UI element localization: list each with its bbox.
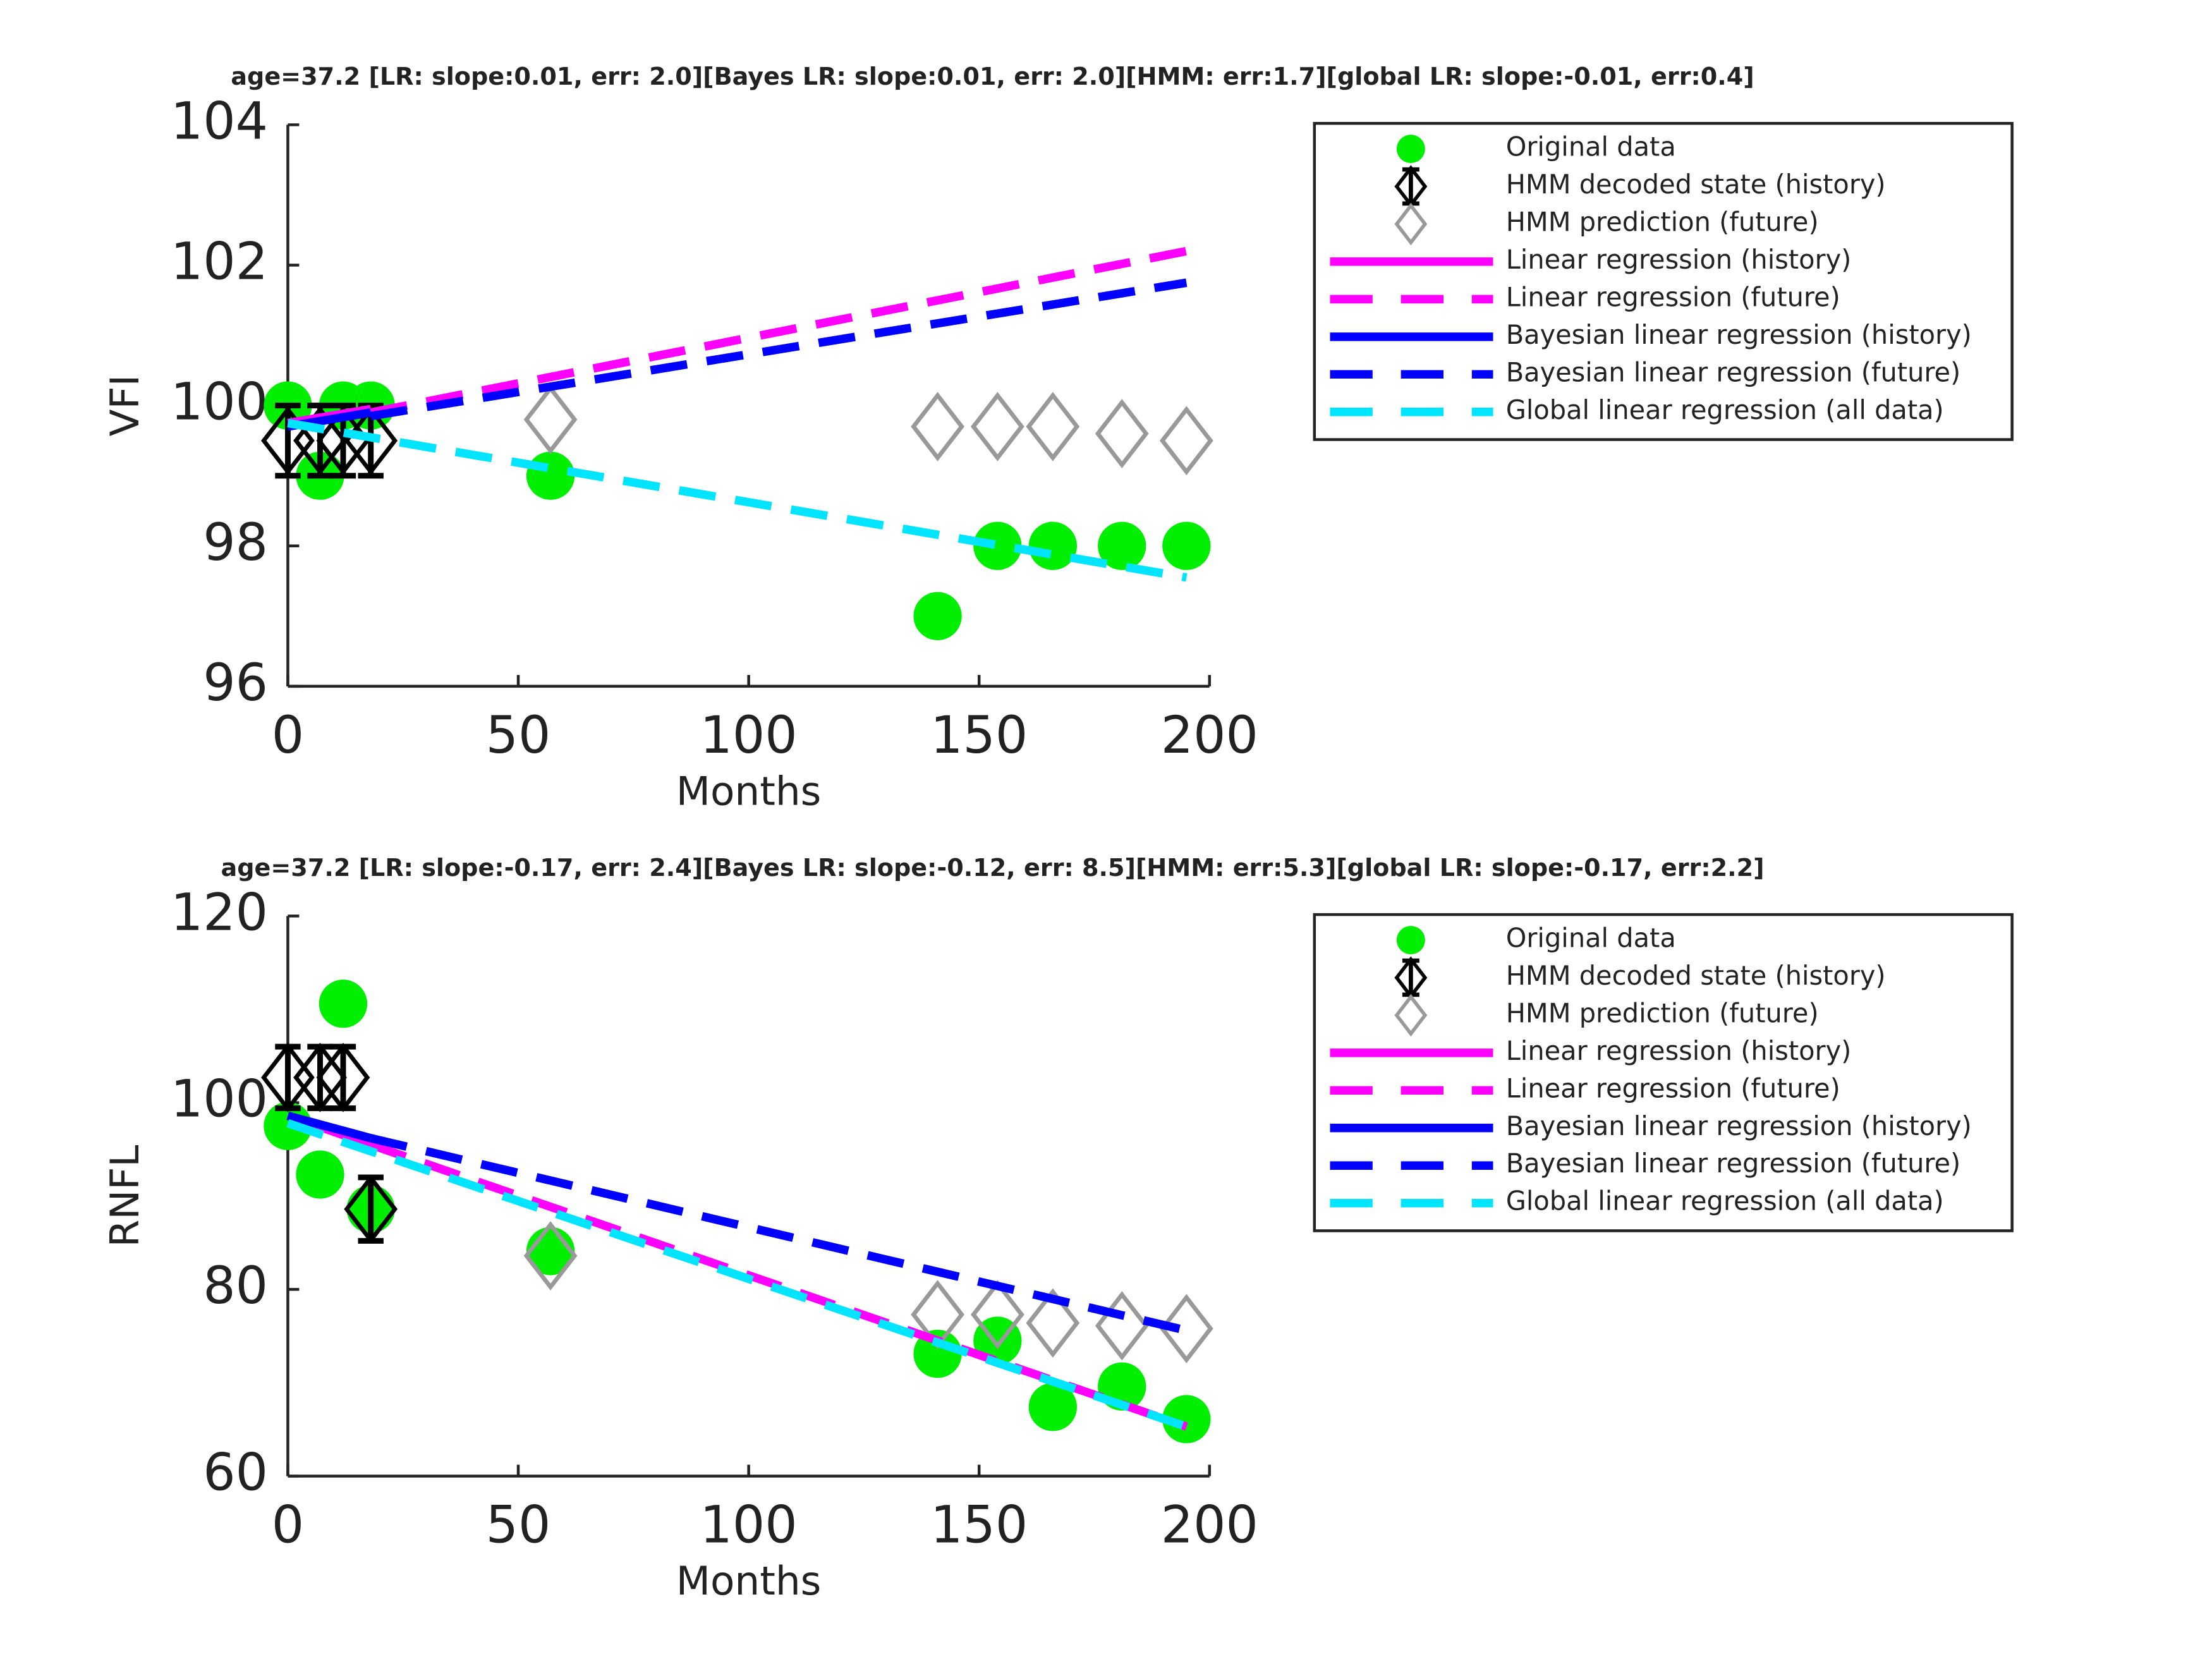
data-point — [1026, 1288, 1080, 1358]
data-line — [286, 1119, 1188, 1431]
data-point — [1162, 521, 1211, 570]
data-line — [287, 418, 1188, 582]
legend-label: Original data — [1506, 131, 1676, 162]
y-tick-label: 102 — [171, 233, 268, 292]
legend-label: Bayesian linear regression (future) — [1506, 356, 1961, 387]
y-tick-label: 120 — [171, 883, 268, 942]
x-tick-label: 50 — [486, 706, 551, 765]
data-point — [1095, 399, 1149, 468]
data-point — [970, 1280, 1024, 1349]
data-point — [261, 1043, 315, 1112]
legend-label: HMM decoded state (history) — [1506, 169, 1886, 200]
legend-marker — [1394, 956, 1428, 999]
data-point — [261, 406, 315, 476]
error-bar — [275, 403, 301, 479]
data-point — [970, 392, 1024, 461]
data-point — [1162, 1395, 1211, 1443]
chart-title: age=37.2 [LR: slope:0.01, err: 2.0][Baye… — [231, 63, 1754, 90]
legend-box — [1313, 913, 2014, 1232]
data-point — [1028, 521, 1078, 570]
x-axis-label: Months — [676, 769, 822, 815]
legend-marker — [1396, 135, 1425, 164]
data-line — [370, 278, 1188, 420]
legend-marker — [1396, 926, 1425, 954]
y-tick-label: 100 — [171, 1070, 268, 1129]
y-axis-label: VFI — [102, 375, 148, 437]
legend-label: Bayesian linear regression (history) — [1506, 1110, 1972, 1141]
data-point — [1159, 406, 1213, 476]
x-tick-label: 150 — [930, 1496, 1028, 1555]
data-point — [344, 1174, 398, 1244]
legend-label: Linear regression (history) — [1506, 244, 1852, 275]
legend-label: Original data — [1506, 922, 1676, 953]
legend-label: Linear regression (future) — [1506, 1073, 1840, 1103]
data-point — [523, 385, 578, 454]
data-line — [286, 1111, 372, 1143]
data-point — [1026, 392, 1080, 461]
data-point — [973, 521, 1022, 570]
legend-label: HMM prediction (future) — [1506, 997, 1819, 1028]
data-point — [1098, 521, 1146, 570]
data-line — [370, 246, 1188, 417]
y-tick-label: 96 — [203, 653, 268, 713]
data-point — [913, 592, 962, 640]
x-axis-label: Months — [676, 1558, 822, 1604]
legend-label: Global linear regression (all data) — [1506, 1186, 1944, 1217]
legend-label: HMM decoded state (history) — [1506, 960, 1886, 991]
data-point — [526, 451, 575, 500]
legend-label: Bayesian linear regression (history) — [1506, 319, 1972, 350]
data-point — [1095, 1291, 1149, 1361]
data-point — [319, 980, 368, 1028]
legend-box — [1313, 121, 2014, 441]
data-point — [913, 1329, 962, 1378]
data-line — [370, 1134, 1188, 1335]
y-tick-label: 104 — [171, 92, 268, 151]
x-tick-label: 0 — [272, 706, 304, 765]
x-tick-label: 200 — [1161, 706, 1258, 765]
data-point — [1028, 1383, 1078, 1431]
x-tick-label: 0 — [272, 1496, 304, 1555]
legend-marker — [1394, 165, 1428, 208]
legend-label: Bayesian linear regression (future) — [1506, 1148, 1961, 1179]
chart: age=37.2 [LR: slope:-0.17, err: 2.4][Bay… — [102, 854, 2014, 1604]
chart-title: age=37.2 [LR: slope:-0.17, err: 2.4][Bay… — [221, 854, 1764, 882]
x-tick-label: 100 — [700, 1496, 798, 1555]
data-point — [523, 1221, 578, 1291]
y-tick-label: 98 — [203, 513, 268, 573]
data-point — [1159, 1294, 1213, 1364]
x-tick-label: 100 — [700, 706, 798, 765]
y-tick-label: 80 — [203, 1256, 268, 1316]
x-tick-label: 150 — [930, 706, 1028, 765]
legend-label: Linear regression (future) — [1506, 281, 1840, 312]
legend-marker — [1394, 994, 1428, 1037]
x-tick-label: 200 — [1161, 1496, 1258, 1555]
legend-label: Linear regression (history) — [1506, 1035, 1852, 1066]
legend-marker — [1394, 202, 1428, 246]
y-axis-label: RNFL — [102, 1145, 148, 1248]
data-point — [296, 1150, 344, 1199]
data-point — [344, 406, 398, 476]
x-tick-label: 50 — [486, 1496, 551, 1555]
chart: age=37.2 [LR: slope:0.01, err: 2.0][Baye… — [102, 63, 2014, 815]
data-point — [316, 1043, 370, 1112]
legend-label: Global linear regression (all data) — [1506, 394, 1944, 425]
legend-label: HMM prediction (future) — [1506, 206, 1819, 237]
y-tick-label: 60 — [203, 1443, 268, 1503]
data-point — [911, 392, 964, 461]
y-tick-label: 100 — [171, 373, 268, 432]
